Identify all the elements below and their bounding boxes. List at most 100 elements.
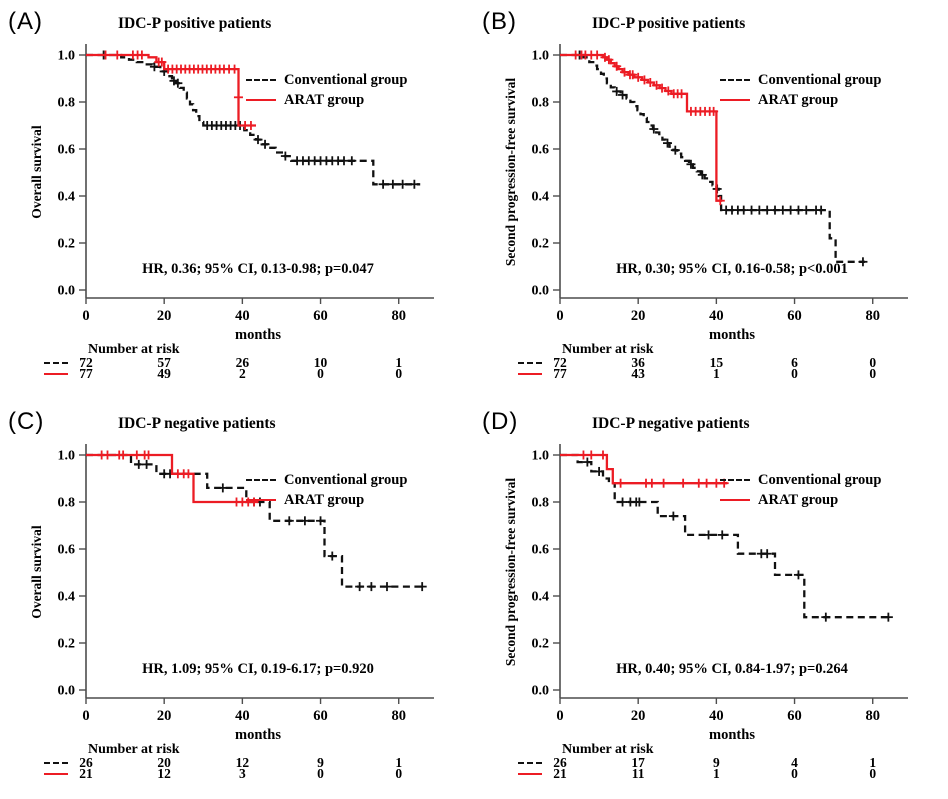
number-at-risk-header: Number at risk	[562, 342, 654, 357]
risk-row: 21 12 3 0 0	[0, 766, 474, 781]
km-plot-a: 0.0 0.2 0.4 0.6 0.8 1.0 0 20 40 60 80	[58, 44, 434, 324]
risk-count: 4	[791, 755, 798, 770]
risk-count: 15	[709, 355, 724, 370]
y-axis-label: Overall survival	[29, 525, 44, 619]
x-tick-label: 20	[157, 308, 172, 324]
y-tick-label: 0.0	[532, 684, 550, 699]
risk-row: 77 43 1 0 0	[474, 366, 948, 381]
legend-label-conventional: Conventional group	[758, 471, 882, 488]
legend-label-arat: ARAT group	[758, 91, 839, 108]
risk-row-dashed-line-icon	[518, 762, 542, 764]
y-tick-label: 0.6	[532, 543, 550, 558]
panel-title: IDC-P negative patients	[118, 415, 276, 432]
risk-row-dashed-line-icon	[518, 362, 542, 364]
risk-count: 20	[157, 755, 171, 770]
risk-count: 3	[238, 766, 246, 781]
panel-a: 0.0 0.2 0.4 0.6 0.8 1.0 0 20 40 60 80 (A) IDC-P po…	[0, 0, 474, 399]
y-axis-label: Second progression-free survival	[503, 477, 518, 667]
panel-letter: (C)	[8, 408, 45, 435]
number-at-risk-header: Number at risk	[88, 742, 180, 757]
km-plot-c: 0.0 0.2 0.4 0.6 0.8 1.0 0 20 40 60 80	[58, 444, 434, 724]
panel-letter: (A)	[8, 8, 43, 35]
x-tick-label: 40	[709, 308, 724, 324]
number-at-risk-table: 26 17 9 4 1 21 11 1 0 0	[474, 755, 948, 781]
arat-group-curve	[560, 453, 728, 485]
y-tick-label: 0.2	[532, 237, 550, 252]
risk-count: 1	[395, 355, 403, 370]
x-axis-label: months	[235, 327, 281, 343]
legend-item-conventional: Conventional group	[720, 70, 881, 90]
hr-annotation: HR, 0.36; 95% CI, 0.13-0.98; p=0.047	[142, 261, 374, 277]
x-tick-label: 60	[787, 308, 802, 324]
panel-title: IDC-P positive patients	[592, 15, 746, 32]
conventional-group-curve	[86, 53, 421, 186]
risk-count: 49	[157, 366, 171, 381]
x-tick-label: 0	[82, 708, 89, 724]
panel-title: IDC-P negative patients	[592, 415, 750, 432]
km-plot-d: 0.0 0.2 0.4 0.6 0.8 1.0 0 20 40 60 80	[532, 444, 908, 724]
y-tick-label: 0.2	[58, 237, 76, 252]
legend-dashed-line-icon	[246, 479, 276, 481]
risk-count: 0	[317, 366, 324, 381]
risk-count: 77	[79, 366, 93, 381]
x-tick-label: 40	[709, 708, 724, 724]
legend: Conventional group ARAT group	[246, 70, 407, 110]
risk-count: 1	[712, 766, 720, 781]
risk-count: 72	[553, 355, 567, 370]
panel-d: 0.0 0.2 0.4 0.6 0.8 1.0 0 20 40 60 80 (D) IDC-P ne…	[474, 400, 948, 799]
x-tick-label: 40	[235, 308, 250, 324]
risk-count: 12	[157, 766, 171, 781]
risk-row: 26 20 12 9 1	[0, 755, 474, 770]
risk-count: 0	[869, 366, 877, 381]
panel-letter: (D)	[482, 408, 519, 435]
legend-solid-line-icon	[720, 99, 750, 101]
y-axis-label: Overall survival	[29, 125, 44, 219]
x-tick-label: 20	[631, 308, 646, 324]
risk-row-solid-line-icon	[44, 773, 68, 775]
y-tick-label: 0.2	[532, 637, 550, 652]
y-tick-label: 0.8	[58, 96, 76, 111]
risk-row-dashed-line-icon	[44, 362, 68, 364]
x-tick-label: 80	[391, 308, 406, 324]
risk-count: 12	[235, 755, 250, 770]
hr-annotation: HR, 1.09; 95% CI, 0.19-6.17; p=0.920	[142, 661, 374, 677]
x-tick-label: 0	[556, 708, 563, 724]
risk-count: 26	[79, 755, 93, 770]
legend-dashed-line-icon	[720, 479, 750, 481]
x-tick-label: 20	[631, 708, 646, 724]
legend-item-arat: ARAT group	[246, 490, 407, 510]
x-tick-label: 0	[82, 308, 89, 324]
risk-count: 1	[395, 755, 403, 770]
legend-label-conventional: Conventional group	[284, 471, 408, 488]
y-tick-label: 0.4	[532, 190, 550, 205]
y-tick-label: 1.0	[58, 49, 76, 64]
legend-label-conventional: Conventional group	[284, 71, 408, 88]
risk-count: 2	[238, 366, 246, 381]
risk-count: 43	[631, 366, 645, 381]
hr-annotation: HR, 0.40; 95% CI, 0.84-1.97; p=0.264	[616, 661, 848, 677]
conventional-group-curve	[560, 53, 865, 263]
risk-row-solid-line-icon	[518, 773, 542, 775]
number-at-risk-table: 72 36 15 6 0 77 43 1 0 0	[474, 355, 948, 381]
x-tick-label: 20	[157, 708, 172, 724]
y-tick-label: 0.4	[58, 590, 76, 605]
x-tick-label: 60	[313, 708, 328, 724]
risk-row-solid-line-icon	[44, 373, 68, 375]
risk-row-solid-line-icon	[518, 373, 542, 375]
legend: Conventional group ARAT group	[246, 470, 407, 510]
risk-count: 17	[631, 755, 645, 770]
risk-count: 77	[553, 366, 567, 381]
y-tick-label: 0.4	[58, 190, 76, 205]
risk-row: 26 17 9 4 1	[474, 755, 948, 770]
risk-count: 6	[791, 355, 798, 370]
legend-label-arat: ARAT group	[284, 491, 365, 508]
risk-count: 0	[869, 355, 877, 370]
risk-count: 21	[553, 766, 567, 781]
risk-count: 9	[712, 755, 720, 770]
y-tick-label: 0.0	[58, 284, 76, 299]
x-tick-label: 80	[865, 708, 880, 724]
risk-count: 0	[395, 366, 403, 381]
y-tick-label: 0.6	[532, 143, 550, 158]
legend-item-conventional: Conventional group	[246, 470, 407, 490]
panel-letter: (B)	[482, 8, 517, 35]
